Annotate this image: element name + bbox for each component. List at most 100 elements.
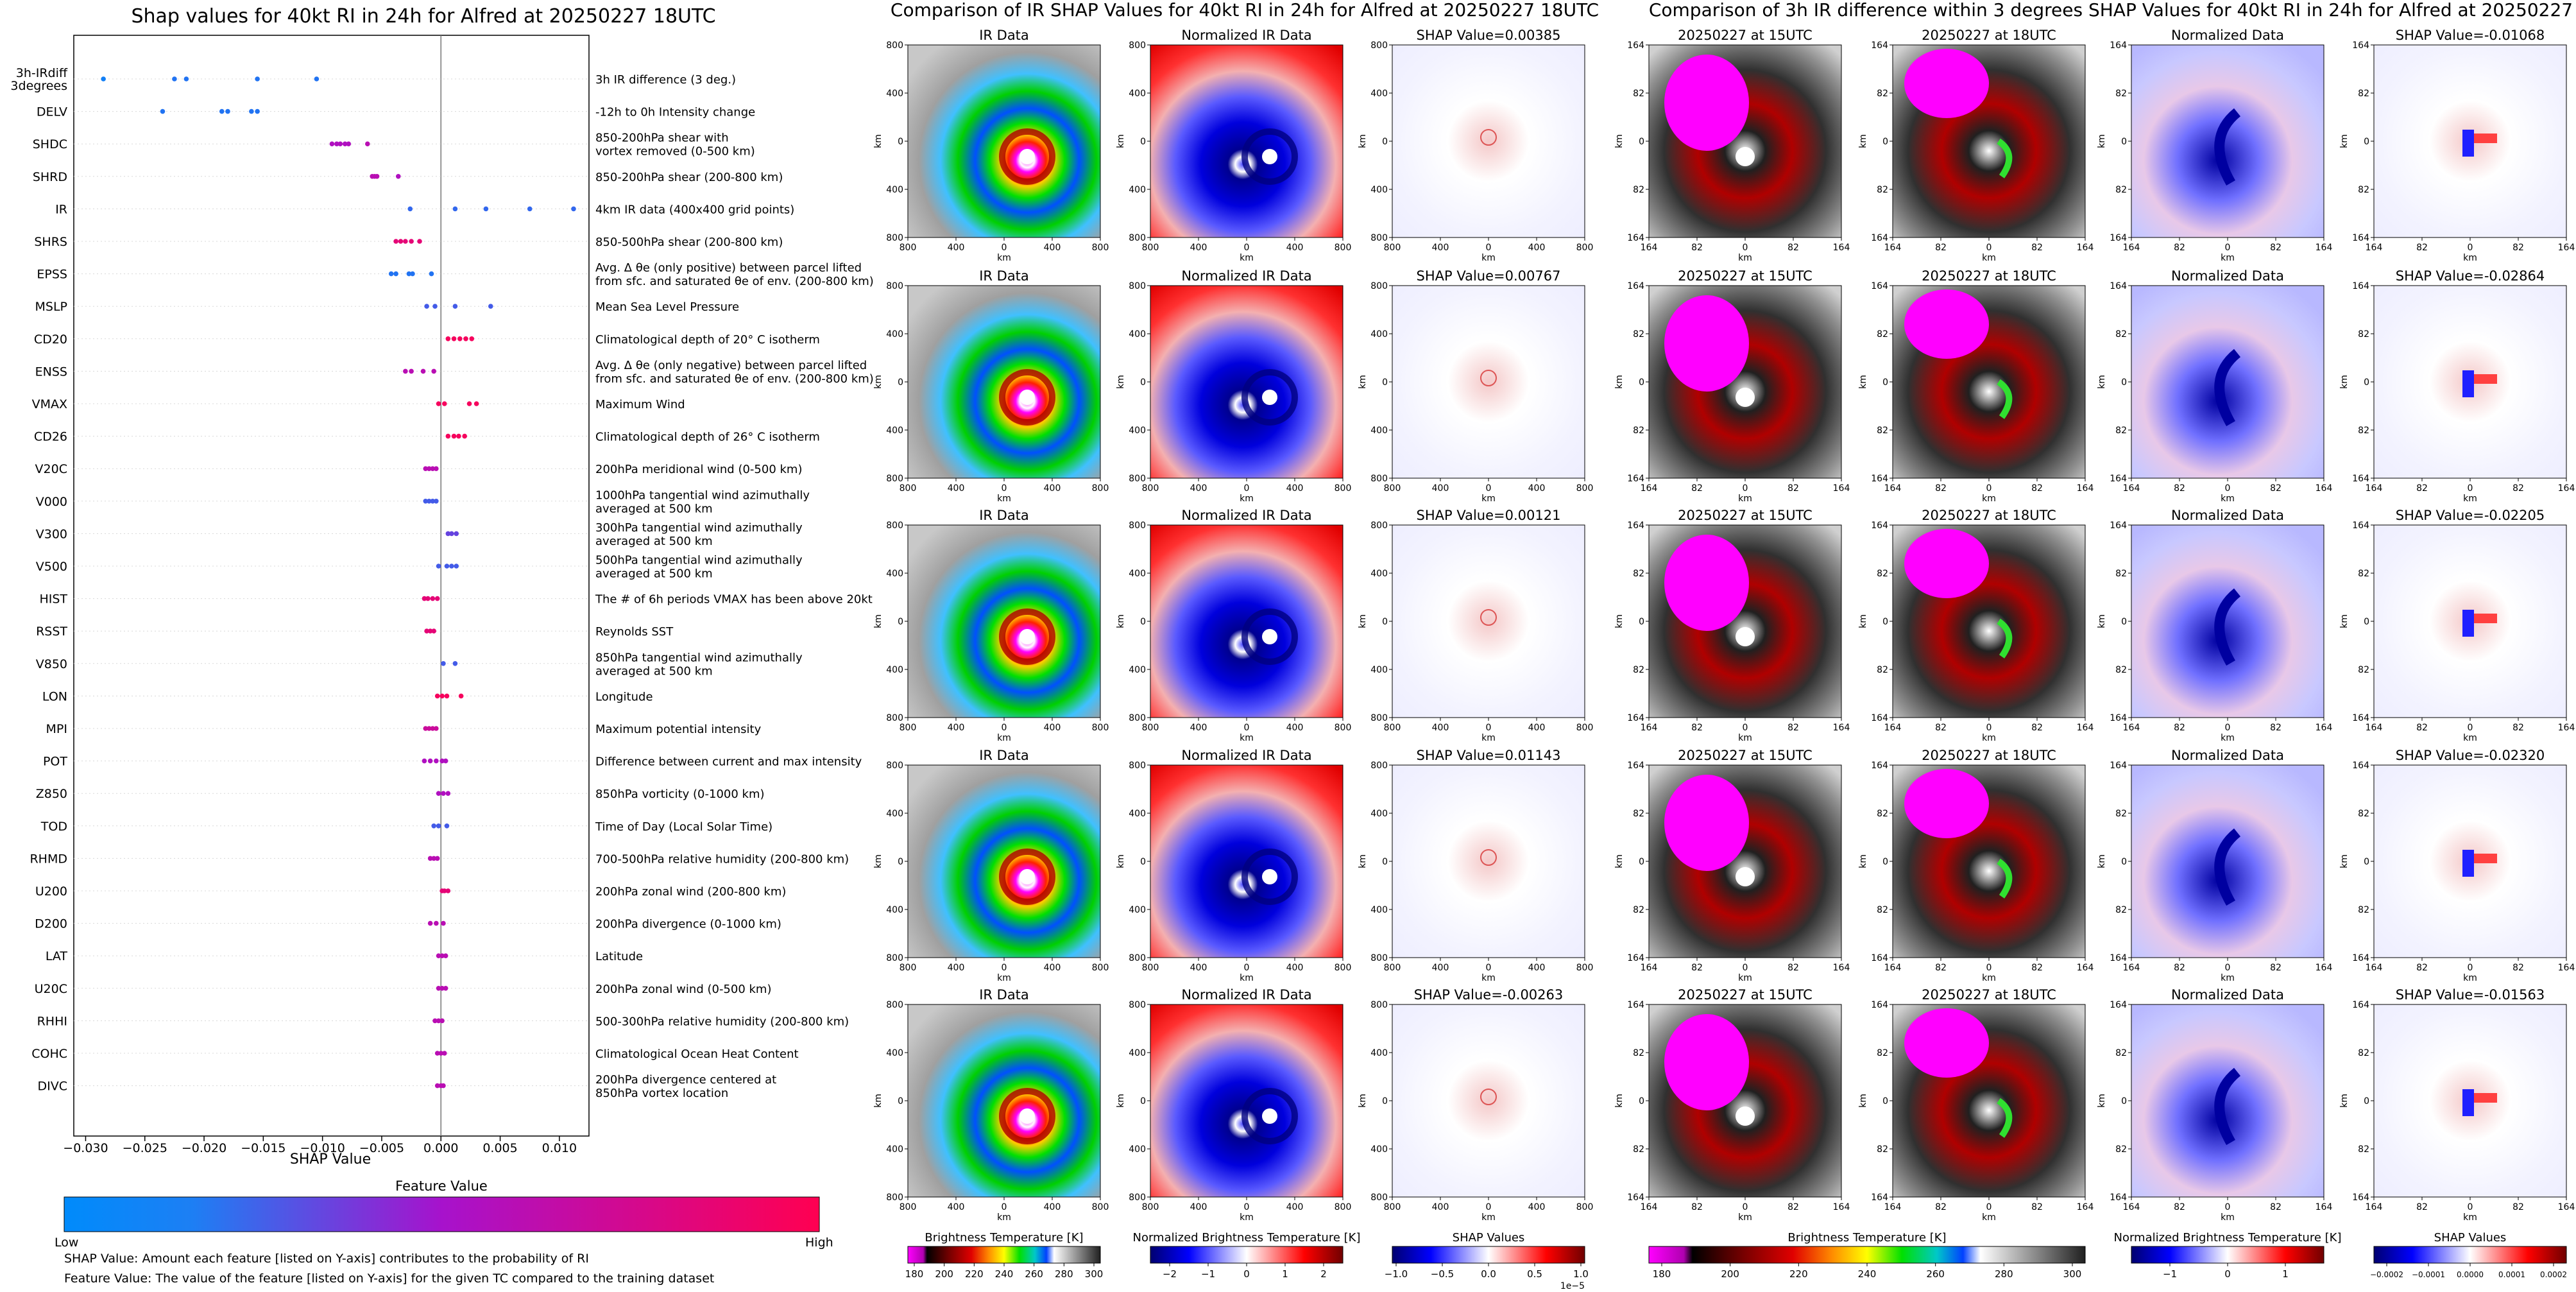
colorbar-gradient (1150, 1246, 1343, 1264)
eye-center (1736, 147, 1755, 166)
x-tick-label: 0 (1002, 483, 1007, 494)
feature-name: SHDC (33, 137, 67, 151)
y-tick-label: 164 (1627, 761, 1644, 771)
y-tick-label: 0 (2364, 137, 2369, 147)
x-tick-label: 164 (2316, 243, 2333, 253)
colorbar-tick-label: 240 (995, 1268, 1014, 1280)
image-title: SHAP Value=-0.00263 (1414, 987, 1564, 1003)
feature-row: LON Longitude (42, 689, 653, 703)
feature-description: Climatological depth of 20° C isotherm (595, 333, 820, 347)
feature-name: HIST (39, 592, 67, 607)
image-field (1392, 44, 1585, 238)
feature-name: LAT (46, 949, 68, 963)
shap-point (439, 693, 445, 699)
x-tick-label: 800 (1384, 1202, 1401, 1212)
x-tick-label: 164 (1833, 1202, 1850, 1212)
y-axis-label: km (1858, 1094, 1868, 1108)
y-tick-label: 400 (886, 89, 903, 99)
colorbar-tick-label: 300 (1085, 1268, 1104, 1280)
y-tick-label: 800 (1370, 281, 1388, 291)
shap-point (441, 888, 447, 893)
shap-point (454, 564, 459, 569)
diff-panel-title: Comparison of 3h IR difference within 3 … (1649, 0, 2576, 21)
x-tick-label: 164 (2316, 483, 2333, 494)
shap-point (438, 1051, 444, 1056)
shap-point (160, 108, 166, 114)
x-tick-label: 800 (1335, 1202, 1352, 1212)
warm-band (1996, 138, 2013, 178)
x-tick-label: 82 (1787, 243, 1799, 253)
y-tick-label: 82 (2115, 1048, 2127, 1058)
shap-hotspot (2462, 1089, 2474, 1116)
feature-row: CD26 Climatological depth of 26° C isothe… (34, 430, 820, 444)
y-tick-label: 0 (1639, 137, 1644, 147)
feature-name: COHC (31, 1047, 67, 1061)
feature-description: Difference between current and max inten… (595, 755, 862, 769)
warm-band (1996, 379, 2013, 419)
image-title: IR Data (979, 748, 1029, 763)
spiral-band (2214, 108, 2241, 185)
x-tick-label: 400 (1432, 483, 1449, 494)
x-tick-label: 82 (2416, 1202, 2428, 1212)
spiral-band (2214, 1067, 2241, 1145)
shap-point (430, 466, 436, 471)
x-tick-label: 400 (948, 1202, 965, 1212)
x-axis-label: km (1982, 494, 1996, 504)
y-tick-label: 164 (1627, 233, 1644, 243)
shap-point (527, 206, 533, 212)
x-axis-label: km (1240, 733, 1254, 743)
feature-row: DIVC 200hPa divergence centered at 850hPa … (38, 1073, 777, 1100)
y-tick-label: 400 (886, 426, 903, 436)
shap-point (434, 693, 440, 699)
x-tick-label: 164 (1641, 243, 1658, 253)
y-tick-label: 82 (2358, 1048, 2369, 1058)
x-tick-label: 400 (1286, 723, 1304, 733)
shap-point (443, 758, 448, 764)
feature-name: 3h-IRdiff 3degrees (10, 66, 67, 93)
feature-row: TOD Time of Day (Local Solar Time) (40, 820, 772, 834)
colorbar-tick-label: 180 (1653, 1268, 1671, 1280)
feature-description: -12h to 0h Intensity change (595, 106, 755, 119)
shap-point (439, 758, 445, 764)
colorbar-tick-label: 1.0 (1573, 1268, 1589, 1280)
y-axis-label: km (2097, 614, 2107, 628)
y-tick-label: 400 (1129, 905, 1146, 915)
y-axis-label: km (1858, 134, 1868, 148)
image-title: 20250227 at 15UTC (1678, 28, 1813, 43)
x-tick-label: 800 (1335, 483, 1352, 494)
image-title: 20250227 at 18UTC (1922, 508, 2056, 523)
x-tick-label: 82 (2031, 243, 2043, 253)
shap-point (439, 1018, 445, 1024)
x-tick-label: 400 (1044, 723, 1061, 733)
x-tick-label: 800 (1142, 483, 1159, 494)
feature-row: ENSS Avg. Δ θe (only negative) between pa… (35, 359, 874, 386)
x-tick-label: 0 (1244, 963, 1250, 973)
x-tick-label: 82 (2174, 1202, 2185, 1212)
beeswarm-plot-frame (73, 35, 590, 1137)
eye-center (1019, 629, 1035, 644)
shap-point (436, 564, 441, 569)
shap-point (422, 758, 427, 764)
shap-point (393, 239, 398, 244)
x-axis-label: km (1481, 253, 1496, 263)
x-tick-label: 164 (2123, 483, 2140, 494)
eyewall-ring (999, 128, 1055, 185)
shap-point (436, 401, 441, 406)
y-axis-label: km (1116, 375, 1126, 389)
feature-row: D200 200hPa divergence (0-1000 km) (35, 917, 781, 931)
y-tick-label: 164 (2352, 1000, 2369, 1010)
x-tick-label: 800 (1335, 243, 1352, 253)
shap-point (452, 661, 458, 666)
cold-cloud-mask (1904, 289, 1989, 359)
x-tick-label: 0 (1486, 483, 1492, 494)
cold-cloud-mask (1664, 55, 1749, 151)
shap-point (431, 823, 436, 829)
shap-hotspot (1480, 129, 1497, 146)
feature-row: V850 850hPa tangential wind azimuthally av… (36, 651, 803, 678)
x-tick-label: 400 (1044, 243, 1061, 253)
